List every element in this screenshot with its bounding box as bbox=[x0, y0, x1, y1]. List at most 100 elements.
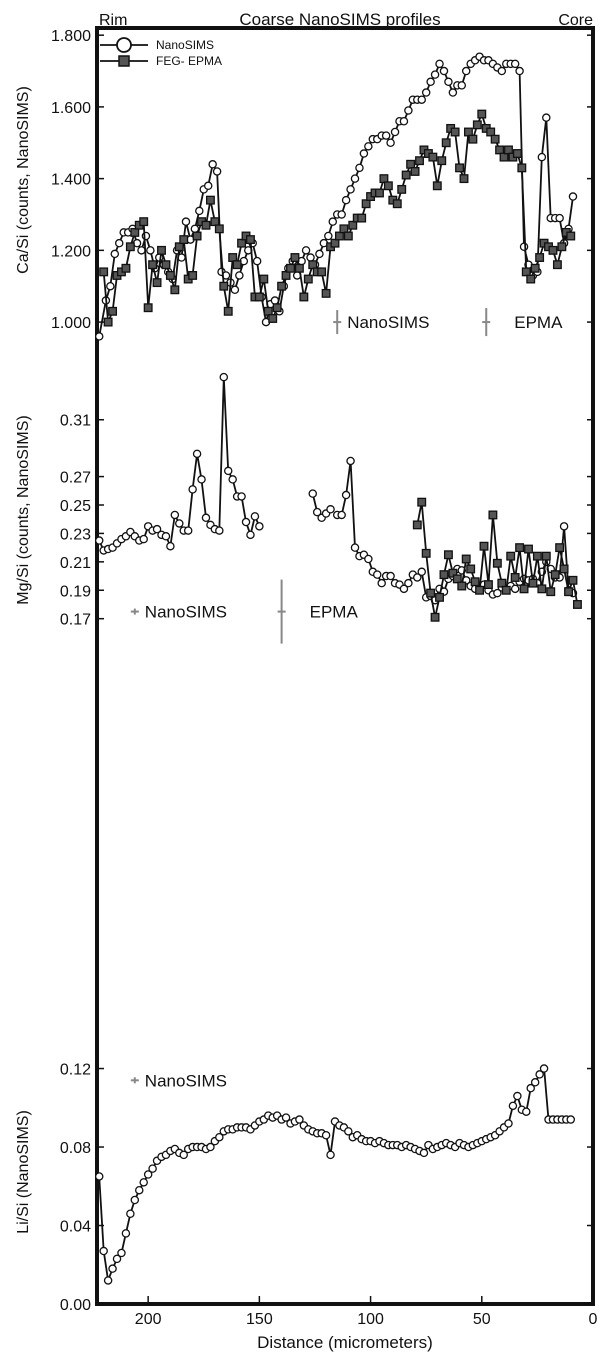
data-point bbox=[228, 475, 237, 484]
data-point bbox=[566, 1115, 576, 1124]
y-tick-label: 0.25 bbox=[60, 498, 91, 515]
data-point bbox=[114, 238, 124, 248]
panel-bottom: 0.00 0.04 0.08 0.12 Li/Si (NanoSIMS) NanoSIMS bbox=[15, 1062, 594, 1314]
data-point bbox=[535, 253, 545, 262]
data-point bbox=[522, 1107, 531, 1116]
y-tick-label: 0.23 bbox=[60, 526, 91, 543]
data-point bbox=[521, 267, 531, 277]
data-point bbox=[290, 253, 300, 262]
data-point bbox=[530, 1078, 540, 1087]
data-point bbox=[337, 210, 346, 219]
data-point bbox=[110, 249, 120, 259]
error-bar-key: NanoSIMS bbox=[333, 310, 429, 335]
data-point bbox=[417, 567, 426, 577]
data-point bbox=[106, 281, 115, 291]
error-bar-key: EPMA bbox=[482, 308, 563, 337]
data-point bbox=[103, 1276, 113, 1285]
series-line bbox=[98, 55, 574, 337]
y-tick-label: 1.200 bbox=[51, 243, 91, 260]
data-point bbox=[219, 372, 229, 382]
y-tick-label: 0.31 bbox=[60, 413, 91, 430]
data-point bbox=[461, 554, 471, 564]
data-point bbox=[441, 138, 451, 148]
data-point bbox=[364, 554, 373, 564]
data-point bbox=[379, 174, 389, 184]
data-point bbox=[328, 217, 338, 226]
data-point bbox=[337, 510, 346, 520]
data-point bbox=[486, 127, 496, 137]
data-point bbox=[94, 1172, 104, 1181]
data-point bbox=[232, 260, 242, 270]
data-point bbox=[450, 127, 460, 137]
data-point bbox=[386, 138, 395, 148]
y-tick-label: 0.12 bbox=[60, 1062, 91, 1079]
legend-marker-circle bbox=[116, 37, 132, 53]
data-point bbox=[308, 489, 317, 498]
data-point bbox=[519, 242, 529, 252]
data-point bbox=[99, 267, 109, 277]
data-point bbox=[444, 77, 453, 87]
data-point bbox=[230, 285, 240, 295]
data-point bbox=[412, 520, 422, 530]
data-point bbox=[401, 170, 411, 180]
data-point bbox=[141, 231, 151, 241]
data-point bbox=[137, 246, 146, 255]
data-point bbox=[397, 184, 407, 194]
data-point bbox=[430, 70, 440, 79]
data-point bbox=[426, 588, 436, 598]
data-point bbox=[157, 245, 166, 255]
data-point bbox=[448, 88, 458, 97]
data-point bbox=[121, 1229, 131, 1238]
data-point bbox=[181, 217, 191, 226]
y-tick-label: 0.27 bbox=[60, 470, 91, 487]
data-point bbox=[246, 530, 255, 540]
x-axis: 200 150 100 50 0 bbox=[135, 1296, 598, 1328]
data-point bbox=[215, 1132, 224, 1142]
data-point bbox=[130, 1195, 140, 1205]
error-bar-key: NanoSIMS bbox=[130, 1071, 227, 1090]
data-point bbox=[528, 578, 538, 588]
y-tick-label: 0.08 bbox=[60, 1140, 91, 1157]
y-tick-label: 1.800 bbox=[51, 28, 91, 45]
data-point bbox=[212, 167, 222, 176]
data-point bbox=[143, 1170, 153, 1179]
y-tick-label: 0.17 bbox=[60, 612, 91, 629]
series-feg-epma bbox=[99, 109, 576, 327]
data-point bbox=[146, 246, 155, 255]
data-point bbox=[263, 306, 273, 316]
data-point bbox=[501, 585, 511, 595]
data-point bbox=[542, 113, 551, 122]
x-tick-label: 100 bbox=[357, 1311, 384, 1328]
data-point bbox=[152, 278, 162, 288]
data-point bbox=[139, 217, 149, 227]
data-point bbox=[466, 564, 476, 574]
data-point bbox=[392, 199, 402, 209]
data-point bbox=[348, 220, 358, 230]
data-point bbox=[188, 485, 197, 494]
data-point bbox=[183, 526, 193, 535]
data-point bbox=[346, 185, 355, 194]
data-point bbox=[286, 263, 295, 273]
data-point bbox=[457, 81, 467, 90]
data-point bbox=[235, 271, 244, 280]
data-point bbox=[188, 270, 198, 280]
data-point bbox=[308, 260, 318, 270]
data-point bbox=[390, 127, 400, 137]
data-point bbox=[215, 526, 224, 535]
data-point bbox=[165, 270, 175, 280]
series-line bbox=[98, 1066, 571, 1285]
y-tick-label: 1.400 bbox=[51, 172, 91, 189]
data-point bbox=[166, 541, 175, 551]
data-point bbox=[537, 584, 547, 594]
data-point bbox=[477, 109, 487, 119]
data-point bbox=[568, 192, 578, 201]
y-tick-label: 0.00 bbox=[60, 1297, 91, 1314]
data-point bbox=[343, 231, 353, 241]
data-point bbox=[530, 263, 540, 273]
data-point bbox=[306, 253, 315, 262]
data-point bbox=[214, 224, 224, 234]
data-point bbox=[406, 159, 416, 169]
data-point bbox=[170, 285, 180, 295]
data-point bbox=[259, 274, 269, 284]
data-point bbox=[512, 149, 522, 158]
